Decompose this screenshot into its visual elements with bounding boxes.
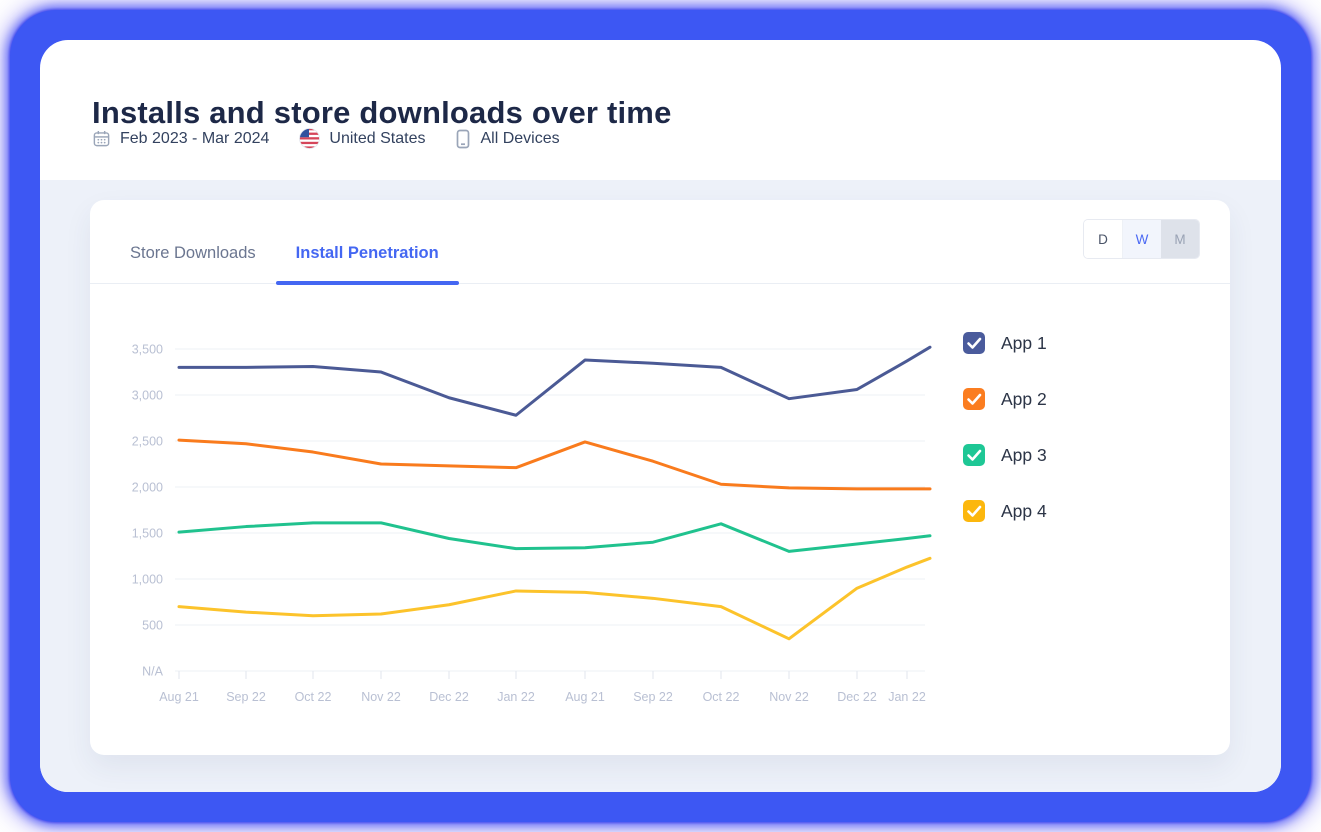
country-filter[interactable]: United States [299, 128, 425, 149]
y-axis-label: 2,500 [132, 435, 163, 449]
legend-checkbox-app-3[interactable] [963, 444, 985, 466]
series-line-app-2 [177, 438, 932, 491]
granularity-week-button[interactable]: W [1123, 220, 1161, 258]
app-window: Installs and store downloads over time F… [40, 40, 1281, 792]
legend-checkbox-app-1[interactable] [963, 332, 985, 354]
y-axis-label: 3,500 [132, 343, 163, 357]
country-label: United States [329, 129, 426, 147]
x-axis-label: Oct 22 [295, 690, 332, 704]
x-axis-label: Dec 22 [429, 690, 469, 704]
chart-panel: Store Downloads Install Penetration D W … [90, 200, 1230, 755]
legend-label-app-4: App 4 [1001, 500, 1047, 521]
y-axis-label: 1,000 [132, 573, 163, 587]
tab-install-penetration[interactable]: Install Penetration [275, 244, 459, 285]
x-axis-label: Jan 22 [888, 690, 926, 704]
checkmark-icon [967, 505, 982, 517]
y-axis-label: 1,500 [132, 527, 163, 541]
x-axis-label: Oct 22 [703, 690, 740, 704]
y-axis-label: N/A [142, 665, 164, 679]
series-line-app-4 [177, 556, 932, 641]
legend-label-app-2: App 2 [1001, 388, 1047, 409]
checkmark-icon [967, 337, 982, 349]
x-axis-label: Sep 22 [226, 690, 266, 704]
granularity-toggle: D W M [1083, 219, 1200, 259]
x-axis-label: Sep 22 [633, 690, 673, 704]
filter-bar: Feb 2023 - Mar 2024 [92, 128, 560, 149]
series-line-app-3 [177, 521, 932, 553]
x-axis-label: Nov 22 [361, 690, 401, 704]
x-axis-label: Nov 22 [769, 690, 809, 704]
x-axis-label: Aug 21 [159, 690, 199, 704]
device-icon [455, 129, 471, 149]
device-label: All Devices [480, 129, 560, 147]
legend-item-app-3[interactable]: App 3 [963, 444, 1047, 466]
tab-store-downloads[interactable]: Store Downloads [130, 244, 256, 262]
y-axis-label: 2,000 [132, 481, 163, 495]
checkmark-icon [967, 393, 982, 405]
x-axis-label: Jan 22 [497, 690, 535, 704]
y-axis-label: 500 [142, 619, 163, 633]
calendar-icon [92, 129, 111, 148]
legend-item-app-2[interactable]: App 2 [963, 388, 1047, 410]
y-axis-label: 3,000 [132, 389, 163, 403]
granularity-month-button[interactable]: M [1161, 220, 1199, 258]
chart-legend: App 1 App 2 App 3 App 4 [963, 332, 1047, 522]
legend-item-app-1[interactable]: App 1 [963, 332, 1047, 354]
date-range-filter[interactable]: Feb 2023 - Mar 2024 [92, 129, 269, 148]
legend-checkbox-app-2[interactable] [963, 388, 985, 410]
tabs-row: Store Downloads Install Penetration [90, 200, 1230, 285]
line-chart: 3,500 3,000 2,500 2,000 1,500 1,000 500 N/A Aug … [132, 343, 932, 704]
legend-label-app-1: App 1 [1001, 332, 1047, 353]
x-axis-label: Dec 22 [837, 690, 877, 704]
device-filter[interactable]: All Devices [455, 129, 560, 149]
series-line-app-1 [177, 345, 932, 417]
page-title: Installs and store downloads over time [92, 94, 672, 130]
legend-label-app-3: App 3 [1001, 444, 1047, 465]
legend-checkbox-app-4[interactable] [963, 500, 985, 522]
x-axis-label: Aug 21 [565, 690, 605, 704]
legend-item-app-4[interactable]: App 4 [963, 500, 1047, 522]
us-flag-icon [299, 128, 321, 149]
granularity-day-button[interactable]: D [1084, 220, 1123, 258]
date-range-label: Feb 2023 - Mar 2024 [120, 129, 270, 147]
checkmark-icon [967, 449, 982, 461]
